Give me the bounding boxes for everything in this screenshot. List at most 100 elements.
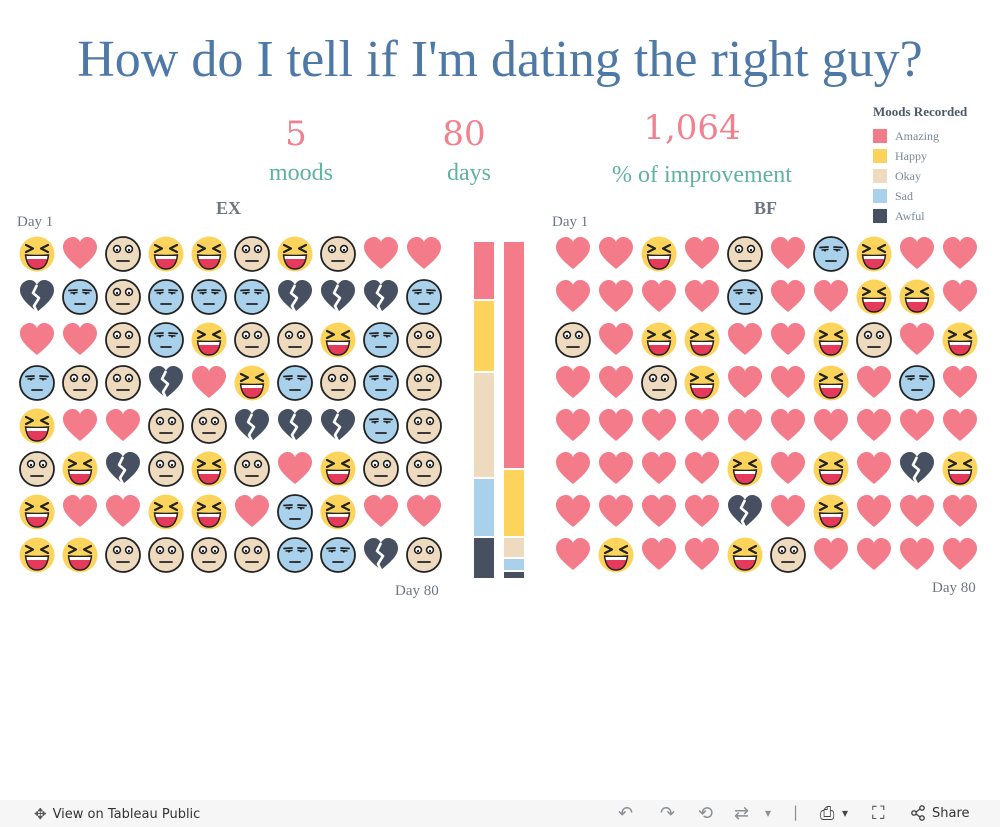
ex-day-78-mood[interactable]: [316, 533, 359, 576]
bf-day-36-mood[interactable]: [766, 361, 809, 404]
ex-day-73-mood[interactable]: [101, 533, 144, 576]
ex-day-3-mood[interactable]: [101, 232, 144, 275]
ex-day-13-mood[interactable]: [101, 275, 144, 318]
ex-day-74-mood[interactable]: [144, 533, 187, 576]
ex-day-37-mood[interactable]: [273, 361, 316, 404]
bf-day-46-mood[interactable]: [766, 404, 809, 447]
revert-icon[interactable]: ⟲: [698, 803, 714, 824]
bf-day-27-mood[interactable]: [809, 318, 852, 361]
ex-day-25-mood[interactable]: [187, 318, 230, 361]
bf-day-70-mood[interactable]: [938, 490, 981, 533]
bf-day-14-mood[interactable]: [680, 275, 723, 318]
legend-item-sad[interactable]: Sad: [873, 186, 967, 206]
ex-day-43-mood[interactable]: [101, 404, 144, 447]
legend-item-amazing[interactable]: Amazing: [873, 126, 967, 146]
ex-day-36-mood[interactable]: [230, 361, 273, 404]
ex-day-56-mood[interactable]: [230, 447, 273, 490]
bf-day-56-mood[interactable]: [766, 447, 809, 490]
bf-day-54-mood[interactable]: [680, 447, 723, 490]
ex-day-1-mood[interactable]: [15, 232, 58, 275]
ex-day-44-mood[interactable]: [144, 404, 187, 447]
bf-day-45-mood[interactable]: [723, 404, 766, 447]
ex-day-4-mood[interactable]: [144, 232, 187, 275]
ex-day-34-mood[interactable]: [144, 361, 187, 404]
bf-day-29-mood[interactable]: [895, 318, 938, 361]
bf-day-35-mood[interactable]: [723, 361, 766, 404]
refresh-icon[interactable]: ⇄: [734, 803, 750, 824]
bf-day-58-mood[interactable]: [852, 447, 895, 490]
refresh-dropdown-icon[interactable]: ▾: [765, 806, 772, 820]
ex-day-35-mood[interactable]: [187, 361, 230, 404]
bf-day-13-mood[interactable]: [637, 275, 680, 318]
bf-day-30-mood[interactable]: [938, 318, 981, 361]
ex-day-71-mood[interactable]: [15, 533, 58, 576]
bf-day-57-mood[interactable]: [809, 447, 852, 490]
bf-day-66-mood[interactable]: [766, 490, 809, 533]
legend-item-okay[interactable]: Okay: [873, 166, 967, 186]
bf-bar-segment-sad[interactable]: [504, 558, 524, 570]
bf-day-22-mood[interactable]: [594, 318, 637, 361]
ex-bar-segment-awful[interactable]: [474, 537, 494, 578]
ex-day-27-mood[interactable]: [273, 318, 316, 361]
ex-day-69-mood[interactable]: [359, 490, 402, 533]
bf-day-74-mood[interactable]: [680, 533, 723, 576]
bf-day-39-mood[interactable]: [895, 361, 938, 404]
bf-day-53-mood[interactable]: [637, 447, 680, 490]
bf-day-19-mood[interactable]: [895, 275, 938, 318]
ex-day-47-mood[interactable]: [273, 404, 316, 447]
bf-day-34-mood[interactable]: [680, 361, 723, 404]
ex-day-10-mood[interactable]: [402, 232, 445, 275]
bf-day-33-mood[interactable]: [637, 361, 680, 404]
redo-icon[interactable]: ↷: [660, 803, 676, 824]
bf-day-10-mood[interactable]: [938, 232, 981, 275]
ex-bar-segment-amazing[interactable]: [474, 242, 494, 300]
bf-bar-segment-awful[interactable]: [504, 571, 524, 578]
ex-day-55-mood[interactable]: [187, 447, 230, 490]
bf-day-67-mood[interactable]: [809, 490, 852, 533]
bf-day-49-mood[interactable]: [895, 404, 938, 447]
bf-day-71-mood[interactable]: [551, 533, 594, 576]
bf-day-25-mood[interactable]: [723, 318, 766, 361]
ex-day-79-mood[interactable]: [359, 533, 402, 576]
ex-day-70-mood[interactable]: [402, 490, 445, 533]
bf-day-17-mood[interactable]: [809, 275, 852, 318]
bf-day-60-mood[interactable]: [938, 447, 981, 490]
bf-day-2-mood[interactable]: [594, 232, 637, 275]
ex-day-38-mood[interactable]: [316, 361, 359, 404]
bf-day-51-mood[interactable]: [551, 447, 594, 490]
ex-day-28-mood[interactable]: [316, 318, 359, 361]
bf-day-47-mood[interactable]: [809, 404, 852, 447]
ex-day-60-mood[interactable]: [402, 447, 445, 490]
bf-day-8-mood[interactable]: [852, 232, 895, 275]
ex-day-33-mood[interactable]: [101, 361, 144, 404]
ex-day-67-mood[interactable]: [273, 490, 316, 533]
download-dropdown-icon[interactable]: ▾: [842, 806, 849, 820]
ex-day-7-mood[interactable]: [273, 232, 316, 275]
bf-day-65-mood[interactable]: [723, 490, 766, 533]
bf-day-7-mood[interactable]: [809, 232, 852, 275]
ex-day-42-mood[interactable]: [58, 404, 101, 447]
ex-day-72-mood[interactable]: [58, 533, 101, 576]
ex-day-62-mood[interactable]: [58, 490, 101, 533]
ex-day-52-mood[interactable]: [58, 447, 101, 490]
bf-day-6-mood[interactable]: [766, 232, 809, 275]
bf-day-16-mood[interactable]: [766, 275, 809, 318]
ex-day-76-mood[interactable]: [230, 533, 273, 576]
ex-day-19-mood[interactable]: [359, 275, 402, 318]
bf-day-69-mood[interactable]: [895, 490, 938, 533]
bf-bar-segment-happy[interactable]: [504, 470, 524, 536]
ex-day-48-mood[interactable]: [316, 404, 359, 447]
ex-day-58-mood[interactable]: [316, 447, 359, 490]
bf-day-64-mood[interactable]: [680, 490, 723, 533]
bf-day-40-mood[interactable]: [938, 361, 981, 404]
bf-day-24-mood[interactable]: [680, 318, 723, 361]
ex-day-39-mood[interactable]: [359, 361, 402, 404]
legend-item-happy[interactable]: Happy: [873, 146, 967, 166]
ex-day-30-mood[interactable]: [402, 318, 445, 361]
bf-day-52-mood[interactable]: [594, 447, 637, 490]
bf-day-20-mood[interactable]: [938, 275, 981, 318]
bf-day-79-mood[interactable]: [895, 533, 938, 576]
ex-day-77-mood[interactable]: [273, 533, 316, 576]
bf-day-23-mood[interactable]: [637, 318, 680, 361]
ex-day-24-mood[interactable]: [144, 318, 187, 361]
